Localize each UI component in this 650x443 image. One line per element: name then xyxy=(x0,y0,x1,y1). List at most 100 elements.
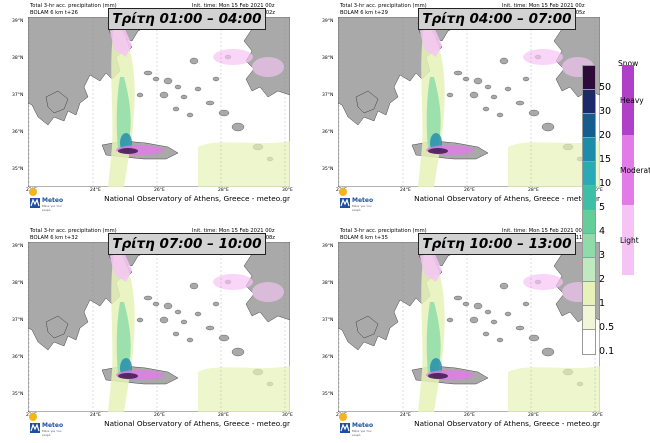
model-step: BOLAM 6 km t+29 xyxy=(340,9,388,16)
longitude-label: 26°E xyxy=(464,413,475,418)
longitude-label: 28°E xyxy=(218,413,229,418)
snow-area xyxy=(213,49,253,65)
footer-credit: National Observatory of Athens, Greece -… xyxy=(414,419,600,428)
land-area xyxy=(243,242,290,323)
island xyxy=(496,337,504,343)
logo-tagline: Μένε για τον καιρό xyxy=(42,429,62,437)
sun-icon xyxy=(29,188,37,196)
legend-tick-label: 4 xyxy=(599,226,606,237)
legend-swatch xyxy=(582,329,596,355)
island xyxy=(159,316,169,324)
legend-swatch xyxy=(582,65,596,91)
forecast-period-label: Τρίτη 10:00 – 13:00 xyxy=(418,233,576,255)
legend-tick-label: 15 xyxy=(599,154,612,165)
snow-area xyxy=(420,252,442,282)
legend-tick-label: 2 xyxy=(599,274,606,285)
precipitation-map xyxy=(338,242,600,412)
panel-header-left: Total 3-hr acc. precipitation (mm) BOLAM… xyxy=(30,3,117,16)
sun-icon xyxy=(339,188,347,196)
island xyxy=(163,302,173,310)
island xyxy=(186,337,194,343)
island xyxy=(490,319,498,325)
snow-area xyxy=(420,27,442,57)
map-panel-3: Total 3-hr acc. precipitation (mm) BOLAM… xyxy=(0,225,293,440)
island xyxy=(172,331,180,337)
forecast-period-label: Τρίτη 07:00 – 10:00 xyxy=(108,233,266,255)
island xyxy=(205,325,215,331)
longitude-label: 28°E xyxy=(218,188,229,193)
latitude-label: 39°N xyxy=(322,244,334,249)
snow-legend-swatch xyxy=(622,205,634,275)
island xyxy=(194,86,202,92)
latitude-label: 38°N xyxy=(322,56,334,61)
snow-legend-swatch xyxy=(622,65,634,135)
logo-tagline: Μένε για τον καιρό xyxy=(352,204,372,212)
island xyxy=(205,100,215,106)
legend-tick-label: 30 xyxy=(599,106,612,117)
precipitation-map xyxy=(338,17,600,187)
land-area xyxy=(355,315,379,339)
latitude-label: 37°N xyxy=(12,93,24,98)
legend-swatch xyxy=(582,161,596,187)
island xyxy=(499,57,509,65)
latitude-label: 39°N xyxy=(322,19,334,24)
island xyxy=(186,112,194,118)
island xyxy=(462,301,470,307)
snow-area xyxy=(110,27,132,57)
model-step: BOLAM 6 km t+32 xyxy=(30,234,78,241)
island xyxy=(515,100,525,106)
logo-text: Meteo xyxy=(42,422,64,429)
legend-swatch xyxy=(582,305,596,331)
legend-swatch xyxy=(582,281,596,307)
island xyxy=(469,316,479,324)
latitude-label: 38°N xyxy=(12,56,24,61)
island xyxy=(484,309,492,315)
island xyxy=(528,109,540,117)
longitude-label: 30°E xyxy=(282,188,293,193)
island xyxy=(231,347,245,357)
latitude-label: 36°N xyxy=(322,355,334,360)
island xyxy=(528,334,540,342)
island xyxy=(453,70,463,76)
latitude-label: 35°N xyxy=(12,392,24,397)
legend-tick-label: 10 xyxy=(599,178,612,189)
precip-title: Total 3-hr acc. precipitation (mm) xyxy=(30,228,117,234)
legend-tick-label: 50 xyxy=(599,82,612,93)
longitude-label: 24°E xyxy=(90,188,101,193)
longitude-label: 24°E xyxy=(90,413,101,418)
island xyxy=(490,94,498,100)
map-panel-4: Total 3-hr acc. precipitation (mm) BOLAM… xyxy=(310,225,603,440)
init-time: Init. time: Mon 15 Feb 2021 00z xyxy=(502,228,585,234)
land-area xyxy=(45,90,69,114)
init-time: Init. time: Mon 15 Feb 2021 00z xyxy=(192,3,275,9)
logo-tagline: Μένε για τον καιρό xyxy=(42,204,62,212)
island xyxy=(180,94,188,100)
island xyxy=(143,70,153,76)
island xyxy=(473,77,483,85)
island xyxy=(212,76,220,82)
latitude-label: 38°N xyxy=(322,281,334,286)
precip-title: Total 3-hr acc. precipitation (mm) xyxy=(30,3,117,9)
island xyxy=(174,309,182,315)
snow-legend-label: Light xyxy=(620,236,639,245)
model-step: BOLAM 6 km t+35 xyxy=(340,234,388,241)
island xyxy=(496,112,504,118)
legend-swatch xyxy=(582,257,596,283)
snow-legend-label: Heavy xyxy=(620,96,644,105)
snow-area xyxy=(213,274,253,290)
rain-core xyxy=(426,77,441,149)
snow-legend-title: Snow xyxy=(618,59,639,68)
latitude-label: 37°N xyxy=(322,93,334,98)
island xyxy=(522,301,530,307)
island xyxy=(143,295,153,301)
snow-area xyxy=(252,57,284,77)
land-area xyxy=(45,315,69,339)
island xyxy=(174,84,182,90)
island xyxy=(218,109,230,117)
island xyxy=(152,301,160,307)
meteo-logo: Meteo Μένε για τον καιρό xyxy=(28,186,68,214)
map-panel-1: Total 3-hr acc. precipitation (mm) BOLAM… xyxy=(0,0,293,215)
snow-heavy-area xyxy=(428,373,448,379)
legend-swatch xyxy=(582,185,596,211)
longitude-label: 30°E xyxy=(592,413,603,418)
